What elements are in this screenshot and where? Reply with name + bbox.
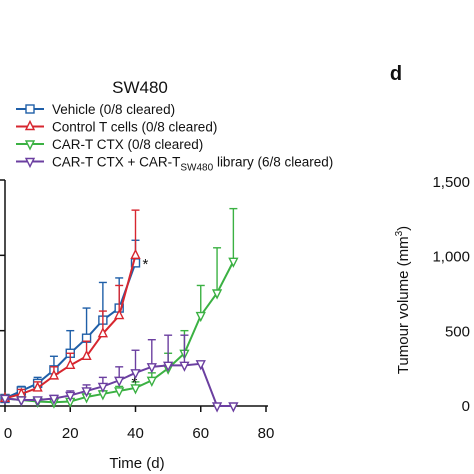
data-point [0,394,11,406]
data-point [211,289,223,300]
data-point [130,248,141,260]
data-point [195,311,206,323]
legend-label: CAR-T CTX + CAR-TSW480 library (6/8 clea… [52,155,333,174]
data-point [211,402,223,413]
chart-title: SW480 [112,78,168,97]
series-3 [0,334,239,413]
data-point [228,257,239,268]
y-tick-label-right-1: 500 [445,323,470,340]
legend-marker [24,140,36,151]
data-point [65,391,76,403]
data-point [146,363,157,374]
data-point [195,360,206,371]
legend-marker [24,119,36,131]
data-point [16,396,27,407]
data-point [48,394,60,406]
x-ticks: 0 20 40 60 80 [4,406,275,442]
data-point [32,396,43,407]
data-point [81,349,92,360]
legend-marker [25,104,35,114]
data-point [114,376,125,387]
data-point [48,369,60,380]
significance-annotation-library: * [132,374,138,391]
y-tick-label-right-0: 0 [462,398,470,415]
data-point [228,402,239,413]
significance-annotation-vehicle: * [143,256,149,273]
y-ticks-right: 0 500 1,000 1,500 [432,174,470,415]
y-axis-label-right: Tumour volume (mm3) [394,226,412,374]
legend-marker [24,157,36,169]
x-tick-label-0: 0 [4,425,12,442]
x-tick-label-4: 80 [258,425,275,442]
legend-item-2: CAR-T CTX (0/8 cleared) [16,137,203,152]
data-point [65,358,76,370]
data-point [179,361,190,372]
y-tick-label-right-2: 1,000 [432,249,470,266]
data-point [81,387,92,398]
panel-label-d: d [390,63,402,85]
x-tick-label-3: 60 [192,425,209,442]
x-tick-label-2: 40 [127,425,144,442]
legend-item-3: CAR-T CTX + CAR-TSW480 library (6/8 clea… [16,155,333,174]
series-layer: ** [0,207,239,413]
data-point [130,384,141,395]
data-point [97,327,109,338]
data-point [97,382,109,393]
x-tick-label-1: 20 [62,425,79,442]
legend: Vehicle (0/8 cleared) Control T cells (0/… [16,102,333,174]
data-point [130,369,141,380]
legend-item-1: Control T cells (0/8 cleared) [16,120,217,135]
data-point [114,309,125,320]
legend-label: Vehicle (0/8 cleared) [52,102,175,117]
legend-item-0: Vehicle (0/8 cleared) [16,102,175,117]
data-point [114,387,125,398]
data-point [162,361,174,372]
series-1 [0,209,141,403]
data-point [32,381,43,392]
y-tick-label-right-3: 1,500 [432,174,470,191]
legend-label: CAR-T CTX (0/8 cleared) [52,137,203,152]
data-point [146,376,157,387]
legend-label: Control T cells (0/8 cleared) [52,120,217,135]
x-axis-label: Time (d) [109,455,164,472]
